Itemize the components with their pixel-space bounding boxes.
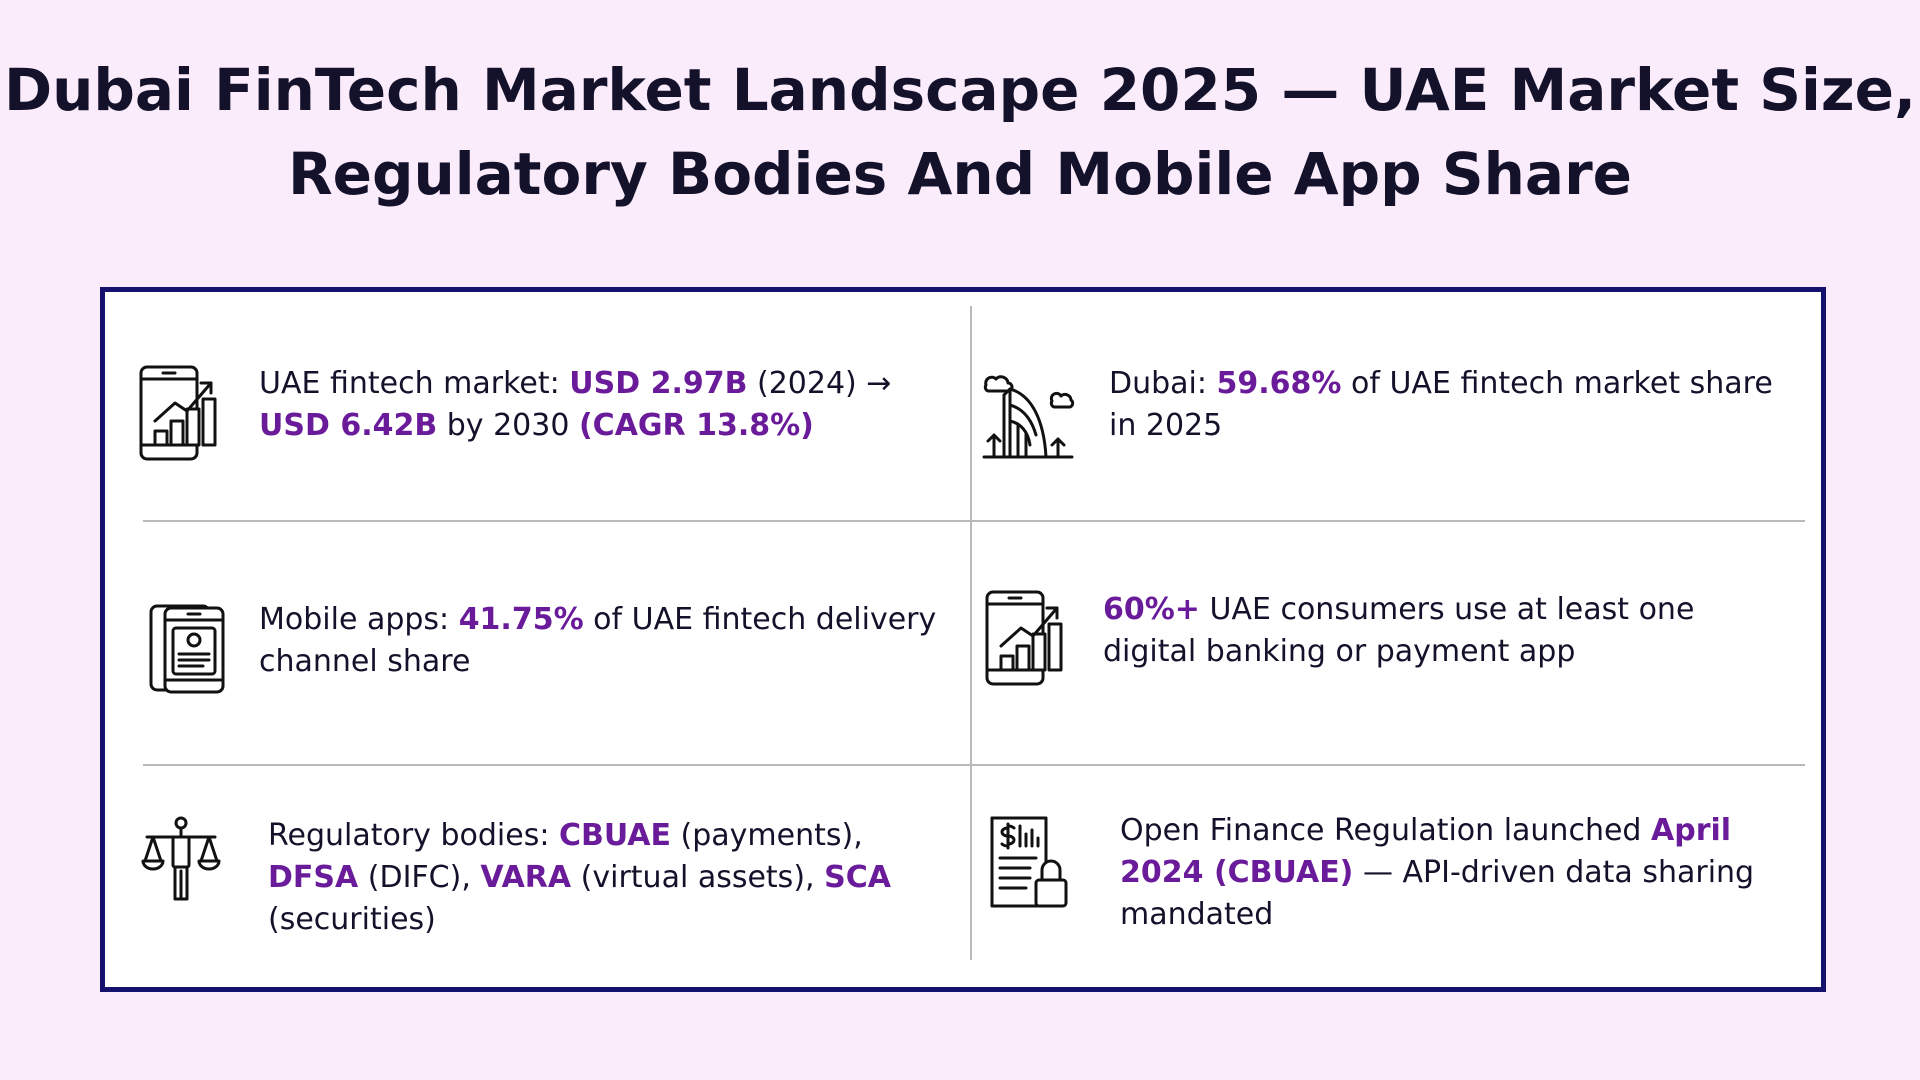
- highlight-value: DFSA: [268, 860, 359, 895]
- regulatory-bodies-text: Regulatory bodies: CBUAE (payments), DFS…: [268, 815, 948, 941]
- label: Mobile apps:: [259, 602, 459, 637]
- secure-document-icon: [986, 814, 1082, 914]
- highlight-value: USD 6.42B: [259, 408, 438, 443]
- label: of UAE fintech market share in 2025: [1109, 366, 1773, 443]
- label: Open Finance Regulation launched: [1120, 813, 1651, 848]
- phone-growth-chart-icon: [981, 588, 1077, 688]
- label: (securities): [268, 902, 436, 937]
- label: (2024) →: [747, 366, 892, 401]
- highlight-value: 60%+: [1103, 592, 1200, 627]
- digital-banking-text: 60%+ UAE consumers use at least one digi…: [1103, 589, 1793, 673]
- page-title: Dubai FinTech Market Landscape 2025 — UA…: [3, 56, 1917, 208]
- label: Regulatory bodies:: [268, 818, 559, 853]
- highlight-value: CBUAE: [558, 818, 672, 853]
- dubai-share-text: Dubai: 59.68% of UAE fintech market shar…: [1109, 363, 1789, 447]
- row-divider: [143, 764, 1805, 766]
- justice-scales-icon: [133, 813, 229, 913]
- label: (payments),: [671, 818, 863, 853]
- label: by 2030: [437, 408, 579, 443]
- label: UAE consumers use at least one digital b…: [1103, 592, 1695, 669]
- label: of UAE fintech delivery channel share: [259, 602, 937, 679]
- label: UAE fintech market:: [259, 366, 570, 401]
- dubai-skyline-icon: [980, 365, 1076, 465]
- highlight-value: 41.75%: [458, 602, 584, 637]
- label: (virtual assets),: [571, 860, 825, 895]
- highlight-value: (CAGR 13.8%): [578, 408, 814, 443]
- mobile-apps-text: Mobile apps: 41.75% of UAE fintech deliv…: [259, 599, 939, 683]
- column-divider: [970, 306, 972, 960]
- mobile-app-icon: [143, 600, 239, 700]
- label: — API-driven data sharing mandated: [1120, 855, 1755, 932]
- highlight-value: April 2024 (CBUAE): [1120, 813, 1732, 890]
- info-card: [100, 287, 1826, 992]
- highlight-value: VARA: [480, 860, 572, 895]
- phone-growth-chart-icon: [135, 363, 231, 463]
- market-size-text: UAE fintech market: USD 2.97B (2024) → U…: [259, 363, 939, 447]
- label: (DIFC),: [358, 860, 481, 895]
- highlight-value: USD 2.97B: [569, 366, 748, 401]
- highlight-value: 59.68%: [1216, 366, 1342, 401]
- row-divider: [143, 520, 1805, 522]
- highlight-value: SCA: [824, 860, 891, 895]
- open-finance-text: Open Finance Regulation launched April 2…: [1120, 810, 1800, 936]
- label: Dubai:: [1109, 366, 1217, 401]
